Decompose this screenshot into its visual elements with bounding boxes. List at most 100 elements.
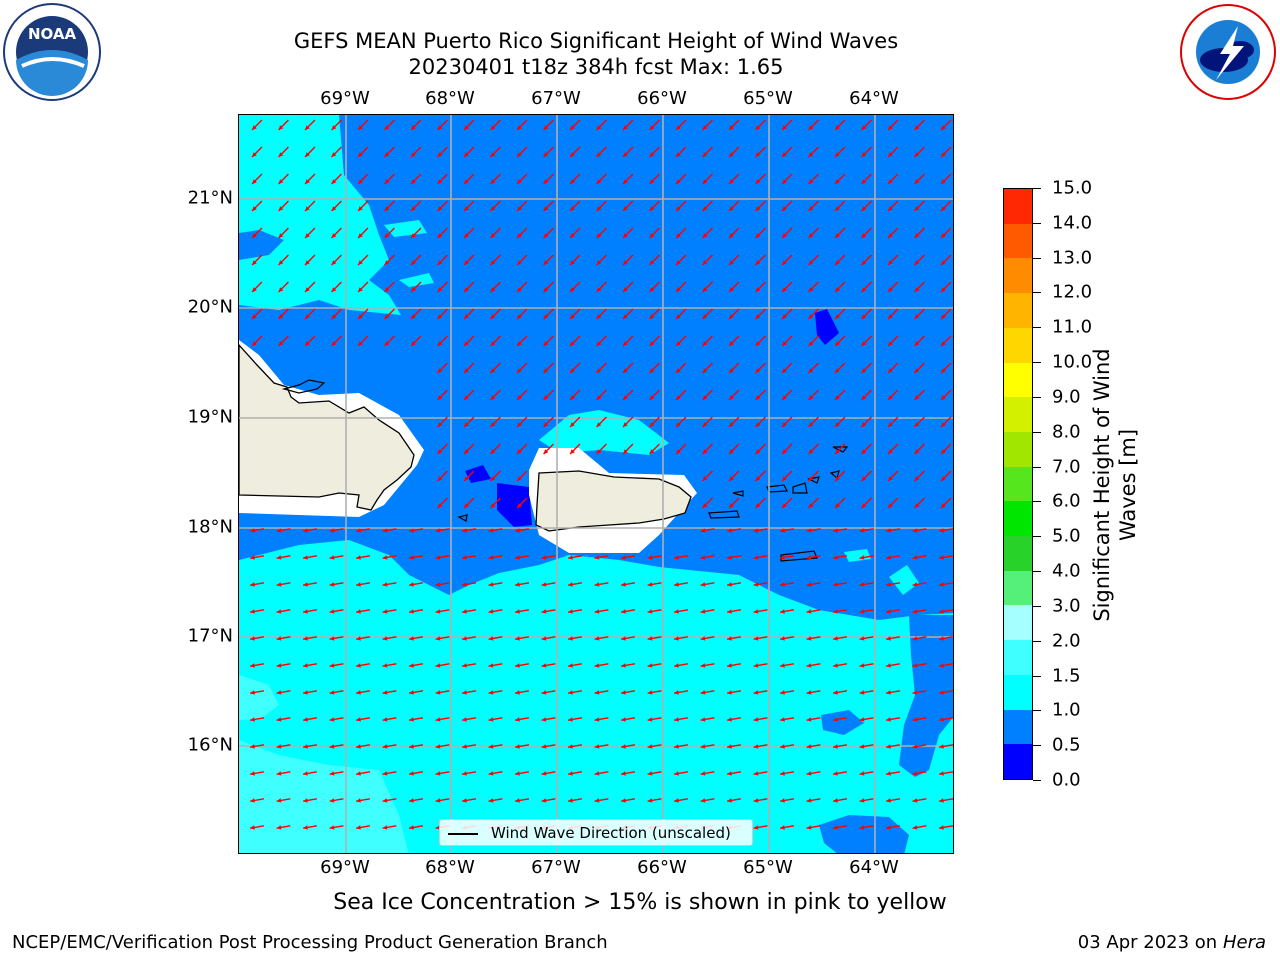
wind-wave-arrowhead [649,233,655,238]
wind-wave-arrowhead [753,582,759,587]
wind-wave-arrowhead [912,663,918,668]
lon-label-bottom: 64°W [849,857,899,878]
wind-wave-arrowhead [305,179,310,184]
lon-label-bottom: 65°W [743,857,793,878]
wind-wave-arrowhead [780,609,785,614]
wind-wave-arrowhead [755,125,761,130]
wind-wave-arrowhead [621,582,626,587]
wind-wave-arrowhead [329,690,335,695]
colorbar-tick [1033,431,1041,433]
wind-wave-arrowhead [358,287,363,292]
wind-wave-arrowhead [517,395,522,400]
wind-wave-arrowhead [861,341,867,346]
wind-wave-arrowhead [914,503,920,508]
wind-wave-arrowhead [329,825,335,830]
wind-wave-arrowhead [409,771,414,776]
wind-wave-arrowhead [303,609,308,614]
wind-wave-arrowhead [437,395,443,400]
wind-wave-arrowhead [674,744,679,749]
wind-wave-arrowhead [250,663,255,668]
wind-wave-arrowhead [382,825,388,830]
wind-wave-arrowhead [941,422,946,427]
wind-wave-arrowhead [755,314,761,319]
wind-wave-arrowhead [303,798,308,803]
wind-wave-arrowhead [941,368,946,373]
wind-wave-arrowhead [700,690,706,695]
wind-wave-arrowhead [488,555,494,560]
lon-label-top: 67°W [531,88,581,109]
wind-wave-arrowhead [912,609,918,614]
wind-wave-arrowhead [780,582,785,587]
wind-wave-arrowhead [411,152,416,157]
wind-wave-arrowhead [941,287,946,292]
wind-wave-arrowhead [753,690,759,695]
wind-wave-arrowhead [596,368,602,373]
wind-wave-arrowhead [594,582,600,587]
wind-wave-arrowhead [729,449,734,454]
wind-wave-arrowhead [568,717,573,722]
wind-wave-arrowhead [782,179,787,184]
wind-wave-arrowhead [464,422,469,427]
wind-wave-arrowhead [727,744,732,749]
wind-wave-arrowhead [859,663,865,668]
wind-wave-arrowhead [490,125,496,130]
wind-wave-arrowhead [409,528,414,533]
wind-wave-arrowhead [888,314,893,319]
wind-wave-arrowhead [727,636,732,641]
wind-wave-arrowhead [356,555,361,560]
wind-wave-arrowhead [488,609,494,614]
wind-wave-arrowhead [409,744,414,749]
wind-wave-arrowhead [543,233,549,238]
wind-wave-arrowhead [382,663,388,668]
colorbar-tick-label: 0.0 [1052,769,1081,791]
wind-wave-arrowhead [435,690,441,695]
wind-wave-arrowhead [437,368,443,373]
wind-wave-arrowhead [782,449,787,454]
wind-wave-arrowhead [356,528,361,533]
wind-wave-arrowhead [464,314,469,319]
wind-wave-arrowhead [384,233,390,238]
wind-wave-arrowhead [276,609,282,614]
wind-wave-arrowhead [384,287,390,292]
wind-wave-arrowhead [329,582,335,587]
wind-wave-arrowhead [384,206,390,211]
wind-wave-arrowhead [437,125,443,130]
wind-wave-arrowhead [435,582,441,587]
colorbar-tick-label: 13.0 [1052,247,1093,269]
wind-wave-arrowhead [833,771,838,776]
colorbar-tick [1033,675,1041,677]
wind-wave-arrowhead [859,825,865,830]
wind-wave-arrowhead [939,798,944,803]
wind-wave-arrowhead [912,555,918,560]
wind-wave-arrowhead [409,798,414,803]
wind-wave-arrowhead [808,233,814,238]
wind-wave-arrowhead [382,798,388,803]
wind-wave-arrowhead [623,179,628,184]
wind-wave-arrowhead [411,233,416,238]
wind-wave-arrowhead [702,125,708,130]
wind-wave-arrowhead [647,717,653,722]
wind-wave-arrowhead [647,636,653,641]
wind-wave-arrowhead [384,125,390,130]
wind-wave-arrowhead [647,690,653,695]
wind-wave-arrowhead [331,125,337,130]
wind-wave-arrowhead [888,260,893,265]
wind-wave-arrowhead [594,744,600,749]
wind-wave-arrowhead [278,206,284,211]
map-legend: Wind Wave Direction (unscaled) [439,819,753,846]
wind-wave-arrowhead [464,449,469,454]
wind-wave-arrowhead [702,233,708,238]
wind-wave-arrowhead [835,152,840,157]
wind-wave-arrowhead [835,395,840,400]
wind-wave-arrowhead [570,395,575,400]
wind-wave-arrowhead [914,368,920,373]
wind-wave-arrowhead [303,744,308,749]
wind-wave-arrowhead [517,503,522,508]
wind-wave-arrowhead [755,476,761,481]
wind-wave-arrowhead [727,609,732,614]
wind-wave-arrowhead [835,449,840,454]
wind-wave-arrowhead [676,368,681,373]
wind-wave-arrowhead [382,690,388,695]
wind-wave-arrowhead [939,825,944,830]
wind-wave-arrowhead [329,798,335,803]
